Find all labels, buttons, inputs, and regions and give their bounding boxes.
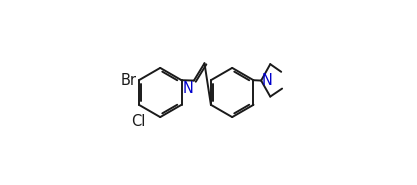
Text: Br: Br — [121, 73, 137, 88]
Text: Cl: Cl — [131, 114, 145, 129]
Text: N: N — [182, 81, 193, 96]
Text: N: N — [261, 73, 272, 88]
